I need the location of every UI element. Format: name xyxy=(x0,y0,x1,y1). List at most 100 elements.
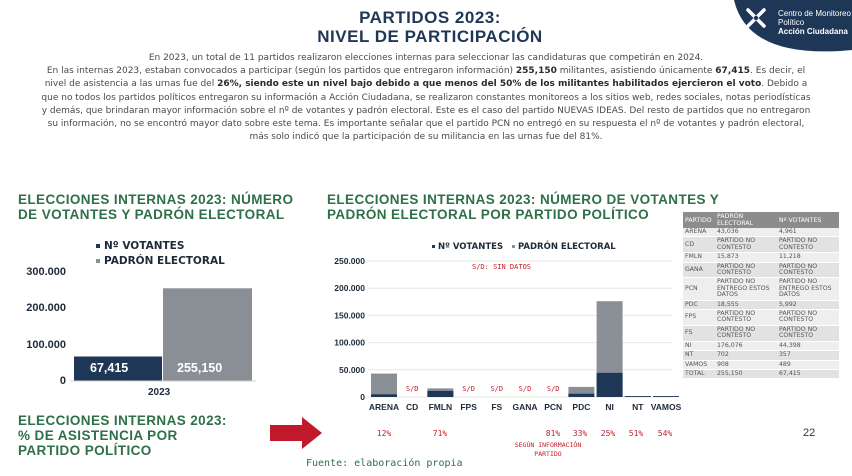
left-ytick-label: 300.000 xyxy=(26,266,66,278)
table-cell: 67,415 xyxy=(777,369,839,380)
table-cell: ARENA xyxy=(683,228,715,238)
intro-paragraph-1: En 2023, un total de 11 partidos realiza… xyxy=(148,53,704,63)
logo-line-3: Acción Ciudadana xyxy=(778,27,848,36)
table-cell: 357 xyxy=(777,350,839,361)
table-cell: NI xyxy=(683,341,715,352)
no-data-label: S/D xyxy=(490,385,503,393)
logo-line-1: Centro de Monitoreo xyxy=(778,9,851,18)
logo: Centro de Monitoreo Político Acción Ciud… xyxy=(728,0,852,56)
middle-ytick-label: 250.000 xyxy=(334,256,365,266)
table-cell: PARTIDO NO CONTESTO xyxy=(715,309,777,326)
left-xtick-label: 2023 xyxy=(148,387,171,398)
middle-xtick-label: NT xyxy=(632,402,644,412)
left-ytick-label: 200.000 xyxy=(26,302,66,314)
middle-xtick-label: ARENA xyxy=(369,402,399,412)
middle-bar-votantes xyxy=(653,396,679,397)
intro-paragraph-2: En las internas 2023, estaban convocados… xyxy=(41,66,811,143)
table-row: FPS PARTIDO NO CONTESTO PARTIDO NO CONTEST… xyxy=(683,309,839,326)
table-cell: PARTIDO NO CONTESTO xyxy=(777,309,839,326)
page-title-line-1: PARTIDOS 2023: xyxy=(359,8,501,27)
table-cell: PARTIDO NO CONTESTO xyxy=(777,325,839,342)
table-cell: FPS xyxy=(683,309,715,326)
section-title-middle: ELECCIONES INTERNAS 2023: NÚMERO DE VOTA… xyxy=(327,192,720,222)
table-cell: 11,218 xyxy=(777,252,839,263)
table-cell: PCN xyxy=(683,277,715,301)
table-cell: PARTIDO NO ENTREGO ESTOS DATOS xyxy=(715,277,777,301)
intro-text: En 2023, un total de 11 partidos realiza… xyxy=(38,52,814,144)
table-cell: 176,076 xyxy=(715,341,777,352)
attendance-vamos: 54% xyxy=(657,429,673,438)
middle-xtick-label: PCN xyxy=(544,402,562,412)
table-cell: GANA xyxy=(683,262,715,279)
section-title-left: ELECCIONES INTERNAS 2023: NÚMERO DE VOTA… xyxy=(18,192,294,222)
attendance-pcn: 81% xyxy=(545,429,561,438)
table-row: FMLN 15,873 11,218 xyxy=(683,252,839,263)
table-cell: 4,961 xyxy=(777,228,839,238)
table-cell: PARTIDO NO CONTESTO xyxy=(715,236,777,254)
table-header-cell: PADRÓN ELECTORAL xyxy=(715,212,777,228)
table-cell: PARTIDO NO CONTESTO xyxy=(777,236,839,254)
left-bar-votantes-label: 67,415 xyxy=(90,361,129,375)
left-bar-padron xyxy=(163,288,252,381)
table-cell: CD xyxy=(683,236,715,254)
left-ytick-label: 0 xyxy=(59,375,66,387)
table-cell: VAMOS xyxy=(683,360,715,370)
table-cell: 5,992 xyxy=(777,300,839,311)
table-cell: 44,398 xyxy=(777,341,839,352)
left-ytick-label: 100.000 xyxy=(26,339,66,351)
table-cell: FS xyxy=(683,325,715,342)
table-header-cell: PARTIDO xyxy=(683,212,715,228)
section-title-bottom: ELECCIONES INTERNAS 2023: % DE ASISTENCI… xyxy=(18,413,227,458)
no-data-label: S/D xyxy=(519,385,532,393)
table-cell: PARTIDO NO ENTREGO ESTOS DATOS xyxy=(777,277,839,301)
middle-ytick-label: 50.000 xyxy=(339,365,365,375)
middle-bar-votantes xyxy=(596,372,623,397)
no-data-label: S/D xyxy=(462,385,475,393)
middle-ytick-label: 200.000 xyxy=(334,283,365,293)
attendance-nt: 51% xyxy=(628,429,644,438)
middle-ytick-label: 0 xyxy=(360,392,365,402)
middle-ytick-label: 150.000 xyxy=(334,310,365,320)
table-row: NI 176,076 44,398 xyxy=(683,341,839,352)
middle-bar-votantes xyxy=(568,393,595,397)
middle-bar-votantes xyxy=(371,394,397,397)
table-row: TOTAL 255,150 67,415 xyxy=(683,369,839,380)
table-row: PCN PARTIDO NO ENTREGO ESTOS DATOS PARTIDO… xyxy=(683,277,839,301)
attendance-arena: 12% xyxy=(376,429,392,438)
table-cell: TOTAL xyxy=(683,369,715,380)
no-data-label: S/D xyxy=(406,385,419,393)
logo-background xyxy=(734,0,852,52)
middle-xtick-label: FMLN xyxy=(429,402,453,412)
legend-item-padron: PADRÓN ELECTORAL xyxy=(96,254,225,269)
middle-bar-padron xyxy=(371,373,397,397)
page-number: 22 xyxy=(803,427,816,439)
legend-item-votantes: Nº VOTANTES xyxy=(96,239,225,254)
pcn-attendance-note: SEGÚN INFORMACIÓN PARTIDO xyxy=(514,441,582,458)
table-cell: PARTIDO NO CONTESTO xyxy=(777,262,839,279)
legend-item-votantes: Nº VOTANTES xyxy=(438,242,504,252)
middle-xtick-label: FS xyxy=(491,402,502,412)
table-row: VAMOS 908 489 xyxy=(683,360,839,370)
table-cell: PARTIDO NO CONTESTO xyxy=(715,325,777,342)
table-cell: PDC xyxy=(683,300,715,311)
table-row: NT 702 357 xyxy=(683,350,839,361)
table-row: PDC 18,555 5,992 xyxy=(683,300,839,311)
table-row: FS PARTIDO NO CONTESTO PARTIDO NO CONTESTO xyxy=(683,325,839,342)
source-note: Fuente: elaboración propia xyxy=(306,458,463,469)
logo-mark-icon xyxy=(746,8,766,28)
left-bar-votantes xyxy=(74,356,162,381)
table-cell: 15,873 xyxy=(715,252,777,263)
table-cell: NT xyxy=(683,350,715,361)
table-cell: PARTIDO NO CONTESTO xyxy=(715,262,777,279)
middle-bar-votantes xyxy=(624,396,651,397)
table-cell: 18,555 xyxy=(715,300,777,311)
legend-item-padron: PADRÓN ELECTORAL xyxy=(517,242,616,252)
page-title: PARTIDOS 2023: NIVEL DE PARTICIPACIÓN xyxy=(280,8,580,46)
table-row: GANA PARTIDO NO CONTESTO PARTIDO NO CONTES… xyxy=(683,262,839,279)
logo-line-2: Político xyxy=(778,18,805,27)
table-cell: 702 xyxy=(715,350,777,361)
party-data-table: PARTIDO PADRÓN ELECTORAL Nº VOTANTES ARE… xyxy=(683,212,839,380)
no-data-note: S/D: SIN DATOS xyxy=(472,263,532,271)
table-row: ARENA 43,036 4,961 xyxy=(683,228,839,238)
